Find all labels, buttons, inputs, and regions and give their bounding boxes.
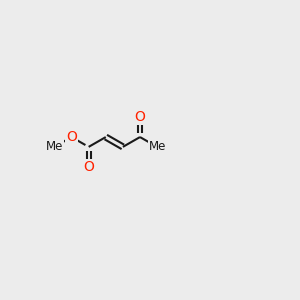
- Text: O: O: [66, 130, 77, 144]
- Text: O: O: [83, 160, 94, 173]
- Text: Me: Me: [148, 140, 166, 153]
- Text: Me: Me: [46, 140, 63, 153]
- Text: O: O: [135, 110, 146, 124]
